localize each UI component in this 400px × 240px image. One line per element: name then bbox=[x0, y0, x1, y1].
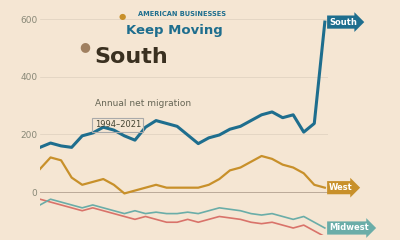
Text: South: South bbox=[95, 48, 168, 67]
Text: West: West bbox=[329, 183, 353, 192]
Text: 1994–2021: 1994–2021 bbox=[95, 120, 141, 129]
Text: AMERICAN BUSINESSES: AMERICAN BUSINESSES bbox=[138, 11, 226, 17]
Text: South: South bbox=[329, 18, 357, 27]
Text: Keep Moving: Keep Moving bbox=[126, 24, 223, 37]
Text: ●: ● bbox=[118, 12, 126, 21]
Text: Midwest: Midwest bbox=[329, 223, 369, 233]
Text: ●: ● bbox=[79, 41, 90, 54]
Text: Annual net migration: Annual net migration bbox=[95, 99, 191, 108]
